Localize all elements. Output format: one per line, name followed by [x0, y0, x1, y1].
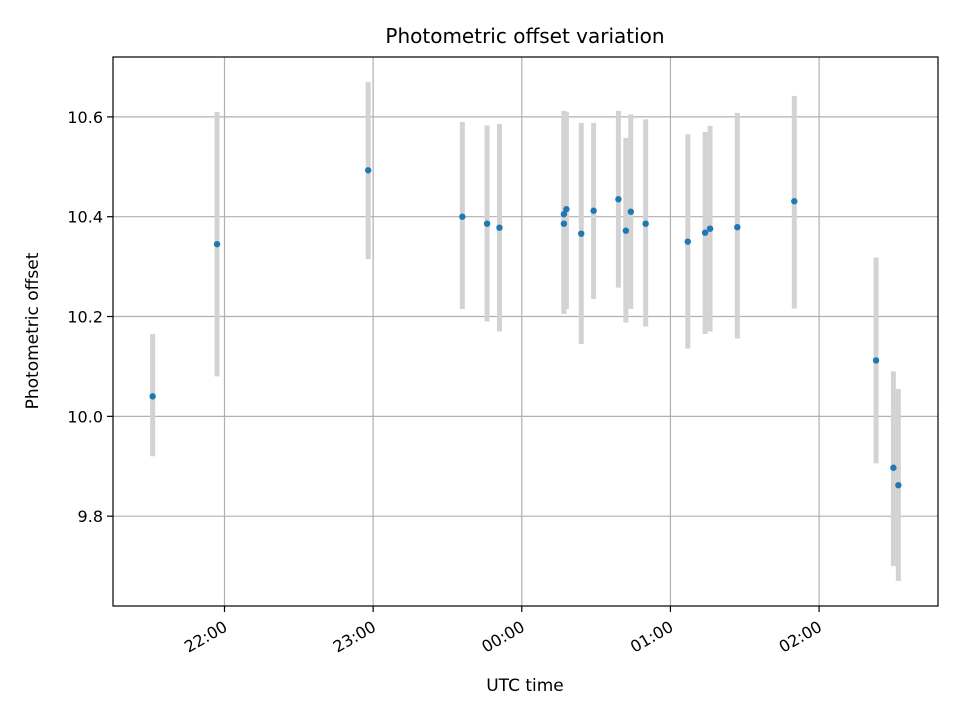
y-axis-title: Photometric offset: [23, 252, 43, 409]
data-point: [684, 238, 691, 245]
data-point: [560, 211, 568, 218]
data-point: [642, 220, 649, 227]
data-point: [483, 220, 491, 227]
data-point: [578, 230, 585, 237]
data-points: [149, 167, 902, 489]
data-point: [364, 167, 372, 174]
data-point: [627, 208, 634, 215]
y-tick-label: 9.8: [78, 507, 103, 526]
data-point: [701, 229, 709, 236]
data-point: [706, 225, 714, 232]
data-point: [890, 464, 897, 471]
data-point: [895, 482, 902, 489]
data-point: [213, 240, 221, 248]
data-point: [459, 213, 466, 220]
data-point: [615, 196, 622, 203]
y-tick-label: 10.0: [67, 407, 103, 426]
data-point: [496, 224, 503, 231]
data-point: [149, 393, 156, 400]
plot-area-background: [113, 57, 938, 606]
data-point: [622, 227, 630, 234]
y-tick-label: 10.6: [67, 108, 103, 127]
data-point: [590, 207, 597, 214]
plot-area-frame: [112, 56, 939, 607]
data-point: [560, 220, 568, 227]
data-point: [563, 206, 570, 213]
data-point: [734, 223, 741, 231]
x-axis-title: UTC time: [486, 676, 564, 696]
y-tick-label: 10.2: [67, 308, 103, 327]
y-tick-label: 10.4: [67, 208, 103, 227]
grid-lines: [113, 57, 938, 606]
chart-title: Photometric offset variation: [385, 24, 664, 48]
data-point: [791, 198, 798, 205]
data-point: [872, 357, 880, 364]
